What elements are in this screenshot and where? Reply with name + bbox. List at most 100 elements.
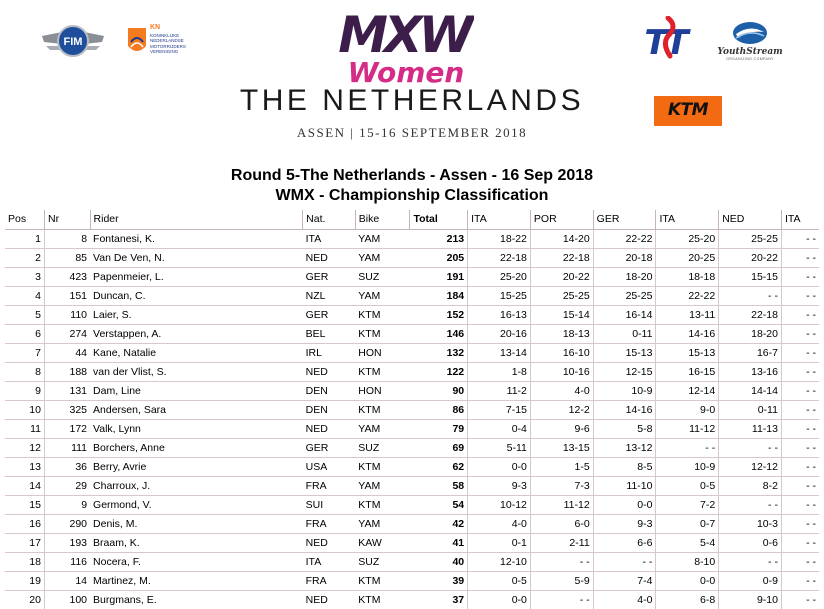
nationality: FRA [302,571,356,591]
race-5-score: 13-16 [718,362,782,382]
race-6-score: - - [780,495,819,515]
race-1-score: 0-4 [467,419,531,439]
table-row: 15 9 Germond, V. SUI KTM 54 10-12 11-12 0-0 7-2- … [5,495,819,515]
nationality: BEL [302,324,356,344]
column-header-race-6: ITA [780,210,819,230]
race-6-score: - - [780,571,819,591]
column-header-race-1: ITA [467,210,531,230]
race-6-score: - - [780,381,819,401]
race-3-score: 0-0 [592,495,656,515]
race-5-score: - - [718,286,782,306]
race-3-score: 13-12 [592,438,656,458]
bike: KTM [355,305,410,325]
position: 16 [5,514,45,534]
race-4-score: 15-13 [655,343,719,363]
race-5-score: 0-6 [718,533,782,553]
nationality: NED [302,362,356,382]
column-header-race-5: NED [718,210,782,230]
race-4-score: 9-0 [655,400,719,420]
rider-number: 188 [44,362,91,382]
race-2-score: 2-11 [529,533,594,553]
race-5-score: 8-2 [718,476,782,496]
race-3-score: 11-10 [592,476,656,496]
rider-name: Valk, Lynn [90,419,303,439]
total-points: 122 [409,362,468,382]
rider-number: 172 [44,419,91,439]
rider-name: Andersen, Sara [90,400,303,420]
rider-name: Braam, K. [90,533,303,553]
position: 11 [5,419,45,439]
table-row: 1 8 Fontanesi, K. ITA YAM 213 18-22 14-20 22-22 2… [5,229,819,249]
bike: YAM [355,248,410,268]
bike: KTM [355,590,410,609]
bike: YAM [355,476,410,496]
race-6-score: - - [780,590,819,609]
rider-number: 29 [44,476,91,496]
race-4-score: 0-5 [655,476,719,496]
race-2-score: 15-14 [529,305,594,325]
race-4-score: 14-16 [655,324,719,344]
position: 10 [5,400,45,420]
race-2-score: 7-3 [529,476,594,496]
race-2-score: 1-5 [529,457,594,477]
table-row: 18 116 Nocera, F. ITA SUZ 40 12-10- -- -8-10- … [5,552,819,572]
race-3-score: - - [592,552,656,572]
race-2-score: 6-0 [529,514,594,534]
race-4-score: 0-7 [655,514,719,534]
position: 15 [5,495,45,515]
race-5-score: 0-9 [718,571,782,591]
table-row: 11 172 Valk, Lynn NED YAM 79 0-4 9-6 5-8 11-12 11-… [5,419,819,439]
position: 12 [5,438,45,458]
nationality: FRA [302,476,356,496]
position: 1 [5,229,45,249]
race-5-score: - - [718,495,782,515]
race-3-score: 15-13 [592,343,656,363]
column-header-nat: Nat. [302,210,356,230]
race-2-score: 12-2 [529,400,594,420]
race-1-score: 4-0 [467,514,531,534]
fim-logo: FIM [40,22,106,60]
position: 17 [5,533,45,553]
position: 18 [5,552,45,572]
race-5-score: 12-12 [718,457,782,477]
race-6-score: - - [780,324,819,344]
bike: SUZ [355,552,410,572]
race-2-score: 4-0 [529,381,594,401]
race-1-score: 0-5 [467,571,531,591]
rider-name: Denis, M. [90,514,303,534]
race-6-score: - - [780,438,819,458]
race-1-score: 25-20 [467,267,531,287]
bike: SUZ [355,438,410,458]
table-row: 16 290 Denis, M. FRA YAM 42 4-0 6-0 9-3 0-7 10-3- … [5,514,819,534]
bike: KTM [355,362,410,382]
race-6-score: - - [780,343,819,363]
rider-name: Fontanesi, K. [90,229,303,249]
total-points: 54 [409,495,468,515]
race-3-score: 5-8 [592,419,656,439]
position: 14 [5,476,45,496]
race-2-score: 13-15 [529,438,594,458]
total-points: 69 [409,438,468,458]
race-5-score: 9-10 [718,590,782,609]
race-1-score: 15-25 [467,286,531,306]
race-3-score: 16-14 [592,305,656,325]
table-row: 19 14 Martinez, M. FRA KTM 39 0-5 5-9 7-4 0-0 0-9-… [5,571,819,591]
race-3-score: 22-22 [592,229,656,249]
race-4-score: 0-0 [655,571,719,591]
rider-name: Duncan, C. [90,286,303,306]
table-row: 20 100 Burgmans, E. NED KTM 37 0-0- -4-0 6-8 9-1… [5,590,819,609]
ktm-logo: KTM [654,96,722,126]
race-4-score: 25-20 [655,229,719,249]
race-6-score: - - [780,476,819,496]
table-body: 1 8 Fontanesi, K. ITA YAM 213 18-22 14-20 22-22 2… [5,229,819,609]
table-row: 6 274 Verstappen, A. BEL KTM 146 20-16 18-13 0-1… [5,324,819,344]
race-4-score: - - [655,438,719,458]
race-1-score: 0-1 [467,533,531,553]
race-5-score: 16-7 [718,343,782,363]
rider-name: van der Vlist, S. [90,362,303,382]
race-2-score: 18-13 [529,324,594,344]
column-header-bike: Bike [354,210,410,230]
race-3-score: 8-5 [592,457,656,477]
rider-number: 8 [44,229,91,249]
table-row: 5 110 Laier, S. GER KTM 152 16-13 15-14 16-14 13-… [5,305,819,325]
